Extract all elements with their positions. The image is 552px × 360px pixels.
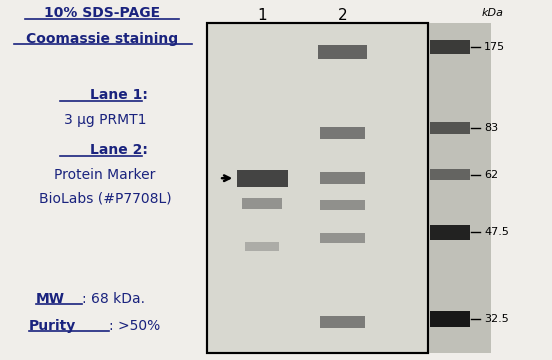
Bar (320, 127, 365, 139)
Bar (242, 198, 282, 209)
Text: Coomassie staining: Coomassie staining (26, 32, 178, 45)
Text: 175: 175 (484, 42, 505, 52)
Bar (320, 233, 365, 243)
Text: 10% SDS-PAGE: 10% SDS-PAGE (44, 6, 160, 20)
Text: 2: 2 (337, 8, 347, 23)
Text: 83: 83 (484, 123, 498, 133)
Text: 47.5: 47.5 (484, 227, 509, 237)
Text: Lane 2:: Lane 2: (90, 143, 147, 157)
Bar (245, 242, 279, 251)
Text: 3 μg PRMT1: 3 μg PRMT1 (63, 113, 146, 126)
Text: 62: 62 (484, 170, 498, 180)
Bar (430, 40, 470, 54)
Text: Protein Marker: Protein Marker (54, 168, 156, 182)
Bar (430, 169, 470, 180)
Bar (318, 45, 367, 59)
Bar (320, 316, 365, 328)
Bar (320, 200, 365, 210)
Text: 32.5: 32.5 (484, 314, 509, 324)
Bar (237, 170, 288, 187)
Bar (320, 172, 365, 184)
Text: Lane 1:: Lane 1: (90, 89, 147, 102)
Bar (207, 23, 428, 353)
Text: BioLabs (#P7708L): BioLabs (#P7708L) (39, 192, 171, 206)
Bar (207, 23, 428, 353)
Text: kDa: kDa (482, 8, 504, 18)
Text: : 68 kDa.: : 68 kDa. (82, 292, 145, 306)
Bar (430, 311, 470, 327)
Text: Purity: Purity (29, 319, 76, 333)
Text: : >50%: : >50% (109, 319, 161, 333)
Bar (430, 225, 470, 240)
Bar (428, 23, 491, 353)
Text: MW: MW (36, 292, 65, 306)
Bar (430, 122, 470, 134)
Text: 1: 1 (257, 8, 267, 23)
